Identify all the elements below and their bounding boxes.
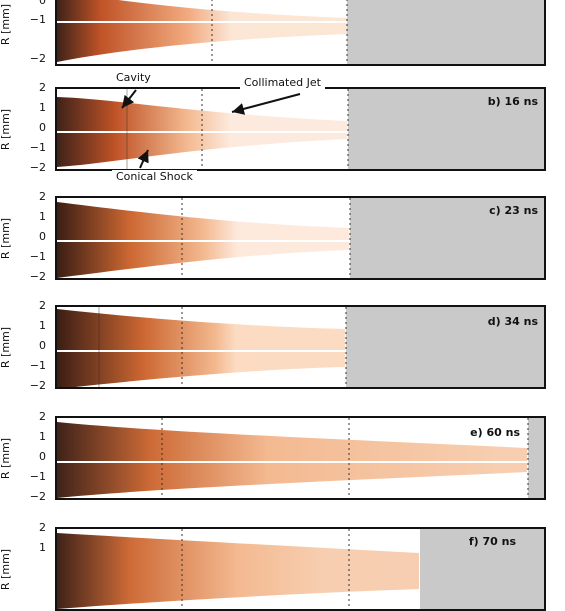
ytick-e-m1: −1: [29, 470, 46, 483]
annotation-conical-shock: Conical Shock: [112, 170, 197, 183]
ytick-e-1: 1: [39, 430, 46, 443]
panel-b-image: [57, 89, 544, 169]
ytick-d-m2: −2: [29, 379, 46, 392]
ytick-d-1: 1: [39, 319, 46, 332]
y-axis-label-f: R [mm]: [0, 548, 13, 590]
panel-e-label: e) 60 ns: [470, 426, 520, 439]
ytick-f-1: 1: [39, 541, 46, 554]
ytick-b-2: 2: [39, 81, 46, 94]
y-axis-label-b: R [mm]: [0, 108, 13, 150]
panel-e-image: [57, 418, 544, 498]
y-axis-label-c: R [mm]: [0, 217, 13, 259]
ytick-b-0: 0: [39, 121, 46, 134]
panel-d-image: [57, 307, 544, 387]
ytick-a-m2: −2: [29, 52, 46, 65]
ytick-c-m2: −2: [29, 270, 46, 283]
panel-b: b) 16 ns: [55, 87, 546, 171]
panel-f: f) 70 ns: [55, 527, 546, 611]
y-axis-label-d: R [mm]: [0, 326, 13, 368]
ytick-d-0: 0: [39, 339, 46, 352]
panel-c-image: [57, 198, 544, 278]
panel-e: e) 60 ns: [55, 416, 546, 500]
panel-c-label: c) 23 ns: [489, 204, 538, 217]
ytick-e-0: 0: [39, 450, 46, 463]
ytick-c-1: 1: [39, 210, 46, 223]
y-axis-label-a: R [mm]: [0, 3, 13, 45]
ytick-e-2: 2: [39, 410, 46, 423]
panel-d: d) 34 ns: [55, 305, 546, 389]
panel-f-label: f) 70 ns: [468, 535, 516, 548]
panel-a: [55, 0, 546, 66]
ytick-a-m1: −1: [29, 13, 46, 26]
ytick-b-m1: −1: [29, 141, 46, 154]
ytick-d-2: 2: [39, 299, 46, 312]
ytick-c-m1: −1: [29, 250, 46, 263]
ytick-c-2: 2: [39, 190, 46, 203]
ytick-a-0: 0: [39, 0, 46, 7]
ytick-d-m1: −1: [29, 359, 46, 372]
ytick-f-2: 2: [39, 521, 46, 534]
annotation-collimated-jet: Collimated Jet: [240, 76, 325, 89]
panel-b-label: b) 16 ns: [487, 95, 538, 108]
ytick-b-1: 1: [39, 101, 46, 114]
ytick-e-m2: −2: [29, 490, 46, 503]
ytick-c-0: 0: [39, 230, 46, 243]
ytick-b-m2: −2: [29, 161, 46, 174]
y-axis-label-e: R [mm]: [0, 437, 13, 479]
panel-c: c) 23 ns: [55, 196, 546, 280]
annotation-cavity: Cavity: [112, 71, 155, 84]
panel-d-label: d) 34 ns: [487, 315, 538, 328]
panel-a-image: [57, 0, 544, 64]
